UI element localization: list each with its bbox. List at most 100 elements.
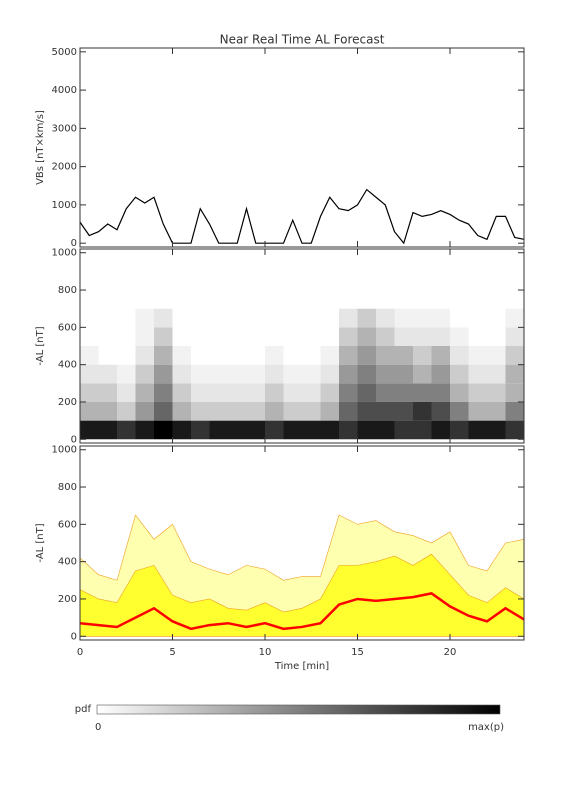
heat-cell: [80, 364, 99, 384]
heat-cell: [413, 383, 432, 402]
heat-cell: [320, 383, 339, 402]
heat-cell: [450, 420, 469, 440]
heat-cell: [339, 383, 358, 402]
heat-cell: [450, 346, 469, 365]
heat-cell: [154, 308, 173, 328]
heat-cell: [209, 327, 228, 346]
heat-cell: [320, 401, 339, 421]
heat-cell: [117, 364, 136, 384]
heat-cell: [283, 364, 302, 384]
heat-cell: [265, 327, 284, 346]
heat-cell: [376, 327, 395, 346]
heat-cell: [117, 308, 136, 328]
heat-cell: [191, 420, 210, 440]
heat-cell: [172, 308, 191, 328]
heat-cell: [246, 401, 265, 421]
heat-cell: [431, 327, 450, 346]
heat-cell: [357, 364, 376, 384]
heat-cell: [98, 327, 117, 346]
heat-cell: [505, 364, 524, 384]
heat-cell: [80, 401, 99, 421]
heat-cell: [487, 308, 506, 328]
heat-cell: [191, 327, 210, 346]
heat-cell: [283, 327, 302, 346]
y-tick-label: 5000: [52, 47, 77, 58]
y-tick-label: 0: [71, 434, 77, 445]
heat-cell: [376, 364, 395, 384]
heat-cell: [265, 401, 284, 421]
y-tick-label: 1000: [52, 248, 77, 259]
heat-cell: [265, 364, 284, 384]
heat-cell: [376, 383, 395, 402]
heat-cell: [431, 308, 450, 328]
heat-cell: [265, 383, 284, 402]
heat-cell: [172, 346, 191, 365]
heat-cell: [431, 401, 450, 421]
heat-cell: [394, 383, 413, 402]
heat-cell: [302, 308, 321, 328]
heat-cell: [302, 401, 321, 421]
heat-cell: [80, 383, 99, 402]
heat-cell: [191, 364, 210, 384]
heat-cell: [265, 420, 284, 440]
heat-cell: [320, 364, 339, 384]
colorbar: [96, 704, 501, 715]
heat-cell: [468, 420, 487, 440]
heat-cell: [283, 401, 302, 421]
colorbar-title: pdf: [75, 704, 92, 715]
heat-cell: [154, 327, 173, 346]
y-tick-label: 600: [58, 519, 77, 530]
y-tick-label: 0: [71, 238, 77, 249]
chart-title: Near Real Time AL Forecast: [220, 33, 385, 47]
y-axis-label: -AL [nT]: [35, 523, 46, 562]
heat-cell: [228, 346, 247, 365]
x-tick-label: 20: [444, 647, 457, 658]
y-tick-label: 800: [58, 482, 77, 493]
heat-cell: [283, 308, 302, 328]
plot-frame: [79, 248, 525, 444]
y-tick-label: 1000: [52, 200, 77, 211]
heat-cell: [228, 401, 247, 421]
y-axis-label: VBs [nT×km/s]: [35, 110, 46, 185]
plot-frame: [79, 445, 525, 641]
heat-cell: [413, 308, 432, 328]
heat-cell: [302, 327, 321, 346]
heat-cell: [98, 346, 117, 365]
heat-cell: [431, 346, 450, 365]
heat-cell: [154, 383, 173, 402]
heat-cell: [228, 364, 247, 384]
heat-cell: [246, 383, 265, 402]
heat-cell: [339, 420, 358, 440]
heat-cell: [154, 364, 173, 384]
heat-cell: [376, 401, 395, 421]
heat-cell: [394, 401, 413, 421]
heat-cell: [209, 420, 228, 440]
heat-cell: [283, 346, 302, 365]
heat-cell: [302, 420, 321, 440]
band-area: [79, 553, 525, 637]
heat-cell: [505, 346, 524, 365]
heat-cell: [172, 401, 191, 421]
y-tick-label: 0: [71, 631, 77, 642]
heat-cell: [135, 364, 154, 384]
heat-cell: [320, 308, 339, 328]
heat-cell: [339, 401, 358, 421]
heat-cell: [394, 346, 413, 365]
heat-cell: [339, 308, 358, 328]
heat-cell: [431, 420, 450, 440]
heat-cell: [265, 308, 284, 328]
y-tick-label: 200: [58, 594, 77, 605]
heat-cell: [487, 346, 506, 365]
heat-cell: [228, 308, 247, 328]
heat-cell: [191, 308, 210, 328]
heat-cell: [191, 346, 210, 365]
y-axis-label: -AL [nT]: [35, 326, 46, 365]
heat-cell: [228, 383, 247, 402]
heat-cell: [505, 308, 524, 328]
heat-cell: [154, 420, 173, 440]
heat-cell: [505, 420, 524, 440]
heat-cell: [80, 346, 99, 365]
heat-cell: [228, 420, 247, 440]
heat-cell: [376, 420, 395, 440]
heat-cell: [357, 308, 376, 328]
